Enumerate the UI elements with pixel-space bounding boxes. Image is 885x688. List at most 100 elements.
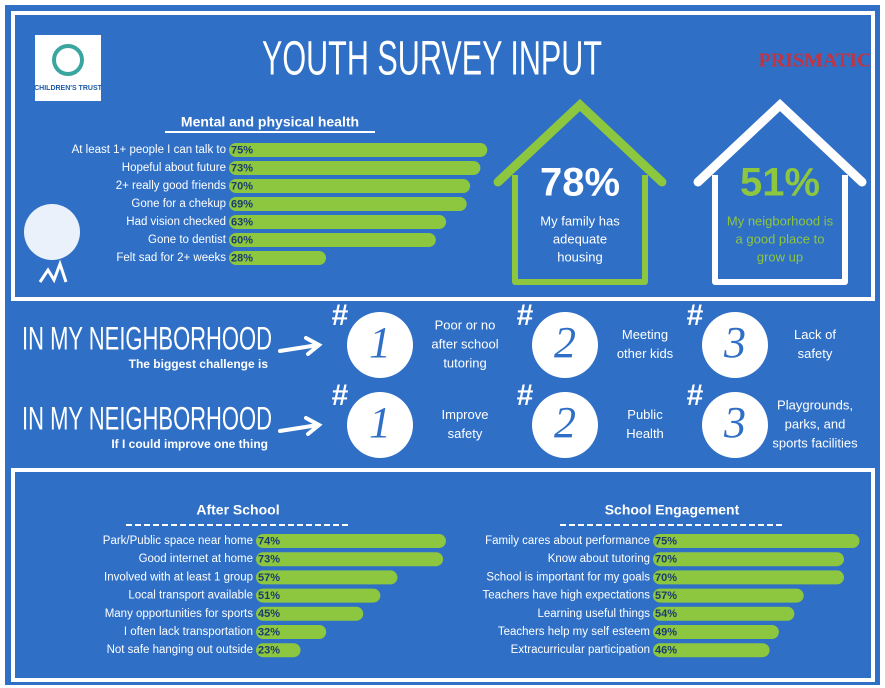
- logo-icon: [52, 44, 84, 76]
- bar: [653, 606, 795, 621]
- arrow: [278, 416, 323, 436]
- bar-label: Not safe hanging out outside: [107, 644, 253, 656]
- value-label: 63%: [231, 216, 253, 228]
- bar: [229, 251, 327, 265]
- rank-text: Lack of: [794, 327, 836, 342]
- heartbeat-icon: [38, 259, 68, 284]
- rank-number: 1: [369, 318, 391, 367]
- rank-hash: #: [687, 379, 704, 412]
- rank-circle: [702, 312, 768, 378]
- top-panel: [11, 11, 875, 301]
- value-label: 70%: [655, 554, 677, 566]
- neighborhood-subheading: If I could improve one thing: [111, 437, 268, 451]
- value-label: 46%: [655, 645, 677, 657]
- value-label: 75%: [231, 144, 253, 156]
- rank-text: other kids: [617, 346, 674, 361]
- bar: [229, 233, 436, 247]
- title: YOUTH SURVEY INPUT: [262, 33, 602, 86]
- value-label: 74%: [258, 535, 280, 547]
- bar-label: Hopeful about future: [122, 162, 226, 174]
- house-roof: [693, 98, 867, 187]
- rank-circle: [347, 312, 413, 378]
- stat-text: My family has: [540, 213, 620, 228]
- stat-text: adequate: [553, 231, 607, 246]
- value-label: 75%: [655, 535, 677, 547]
- rank-text: Health: [626, 426, 664, 441]
- value-label: 57%: [655, 590, 677, 602]
- left-logo: CHILDREN'S TRUST: [34, 85, 102, 92]
- stat: 51%: [740, 161, 820, 205]
- rank-text: safety: [798, 346, 833, 361]
- bar-label: Know about tutoring: [548, 553, 650, 565]
- bar: [256, 606, 364, 621]
- rank-number: 1: [369, 398, 391, 447]
- bottom-panel: [11, 468, 875, 682]
- value-label: 49%: [655, 626, 677, 638]
- rank-hash: #: [517, 379, 534, 412]
- value-label: 70%: [231, 180, 253, 192]
- house-roof: [493, 98, 667, 187]
- bar: [256, 570, 398, 585]
- value-label: 51%: [258, 590, 280, 602]
- bar: [229, 143, 488, 157]
- arrow: [278, 336, 323, 356]
- value-label: 45%: [258, 608, 280, 620]
- value-label: 73%: [231, 162, 253, 174]
- rank-text: Playgrounds,: [777, 397, 853, 412]
- bar: [229, 161, 481, 175]
- bar-label: Gone for a chekup: [131, 198, 226, 210]
- bar: [653, 643, 770, 658]
- bar-label: Gone to dentist: [148, 234, 227, 246]
- bar: [653, 570, 844, 585]
- value-label: 32%: [258, 626, 280, 638]
- bar-label: I often lack transportation: [124, 626, 253, 638]
- rank-text: after school: [431, 336, 498, 351]
- neighborhood-heading: IN MY NEIGHBORHOOD: [22, 400, 272, 436]
- bar-label: Many opportunities for sports: [105, 608, 254, 620]
- bar-label: Involved with at least 1 group: [104, 571, 253, 583]
- value-label: 57%: [258, 572, 280, 584]
- bar-label: Good internet at home: [139, 553, 253, 565]
- rank-text: Meeting: [622, 327, 668, 342]
- bar-label: Teachers have high expectations: [483, 590, 651, 602]
- bar-label: Learning useful things: [537, 608, 650, 620]
- rank-number: 2: [554, 398, 576, 447]
- value-label: 69%: [231, 198, 253, 210]
- bar-label: Had vision checked: [126, 216, 226, 228]
- stat-text: housing: [557, 249, 603, 264]
- rank-text: Public: [627, 407, 663, 422]
- stat-text: a good place to: [736, 231, 825, 246]
- bar: [256, 625, 327, 639]
- rank-text: safety: [448, 426, 483, 441]
- bar: [256, 534, 446, 548]
- rank-circle: [532, 392, 598, 458]
- bar: [653, 625, 779, 639]
- bar: [653, 552, 844, 567]
- bar: [229, 197, 467, 211]
- rank-number: 3: [723, 318, 746, 367]
- neighborhood-heading: IN MY NEIGHBORHOOD: [22, 320, 272, 356]
- bar: [653, 534, 860, 548]
- stat-text: grow up: [757, 249, 803, 264]
- stat: 78%: [540, 161, 620, 205]
- value-label: 23%: [258, 645, 280, 657]
- stat-text: My neigborhood is: [727, 213, 834, 228]
- bar: [653, 588, 804, 603]
- bar-label: Felt sad for 2+ weeks: [116, 252, 226, 264]
- rank-hash: #: [687, 299, 704, 332]
- rank-hash: #: [517, 299, 534, 332]
- rank-circle: [532, 312, 598, 378]
- neighborhood-subheading: The biggest challenge is: [129, 357, 269, 371]
- bar: [256, 643, 301, 658]
- rank-hash: #: [332, 299, 349, 332]
- bar-label: Teachers help my self esteem: [498, 626, 650, 638]
- right-logo: PRISMATIC: [759, 50, 872, 72]
- rank-text: Poor or no: [435, 317, 496, 332]
- bar-label: 2+ really good friends: [116, 180, 227, 192]
- bar: [256, 588, 381, 603]
- rank-text: Improve: [442, 407, 489, 422]
- health-icon: [24, 204, 80, 260]
- value-label: 54%: [655, 608, 677, 620]
- rank-circle: [702, 392, 768, 458]
